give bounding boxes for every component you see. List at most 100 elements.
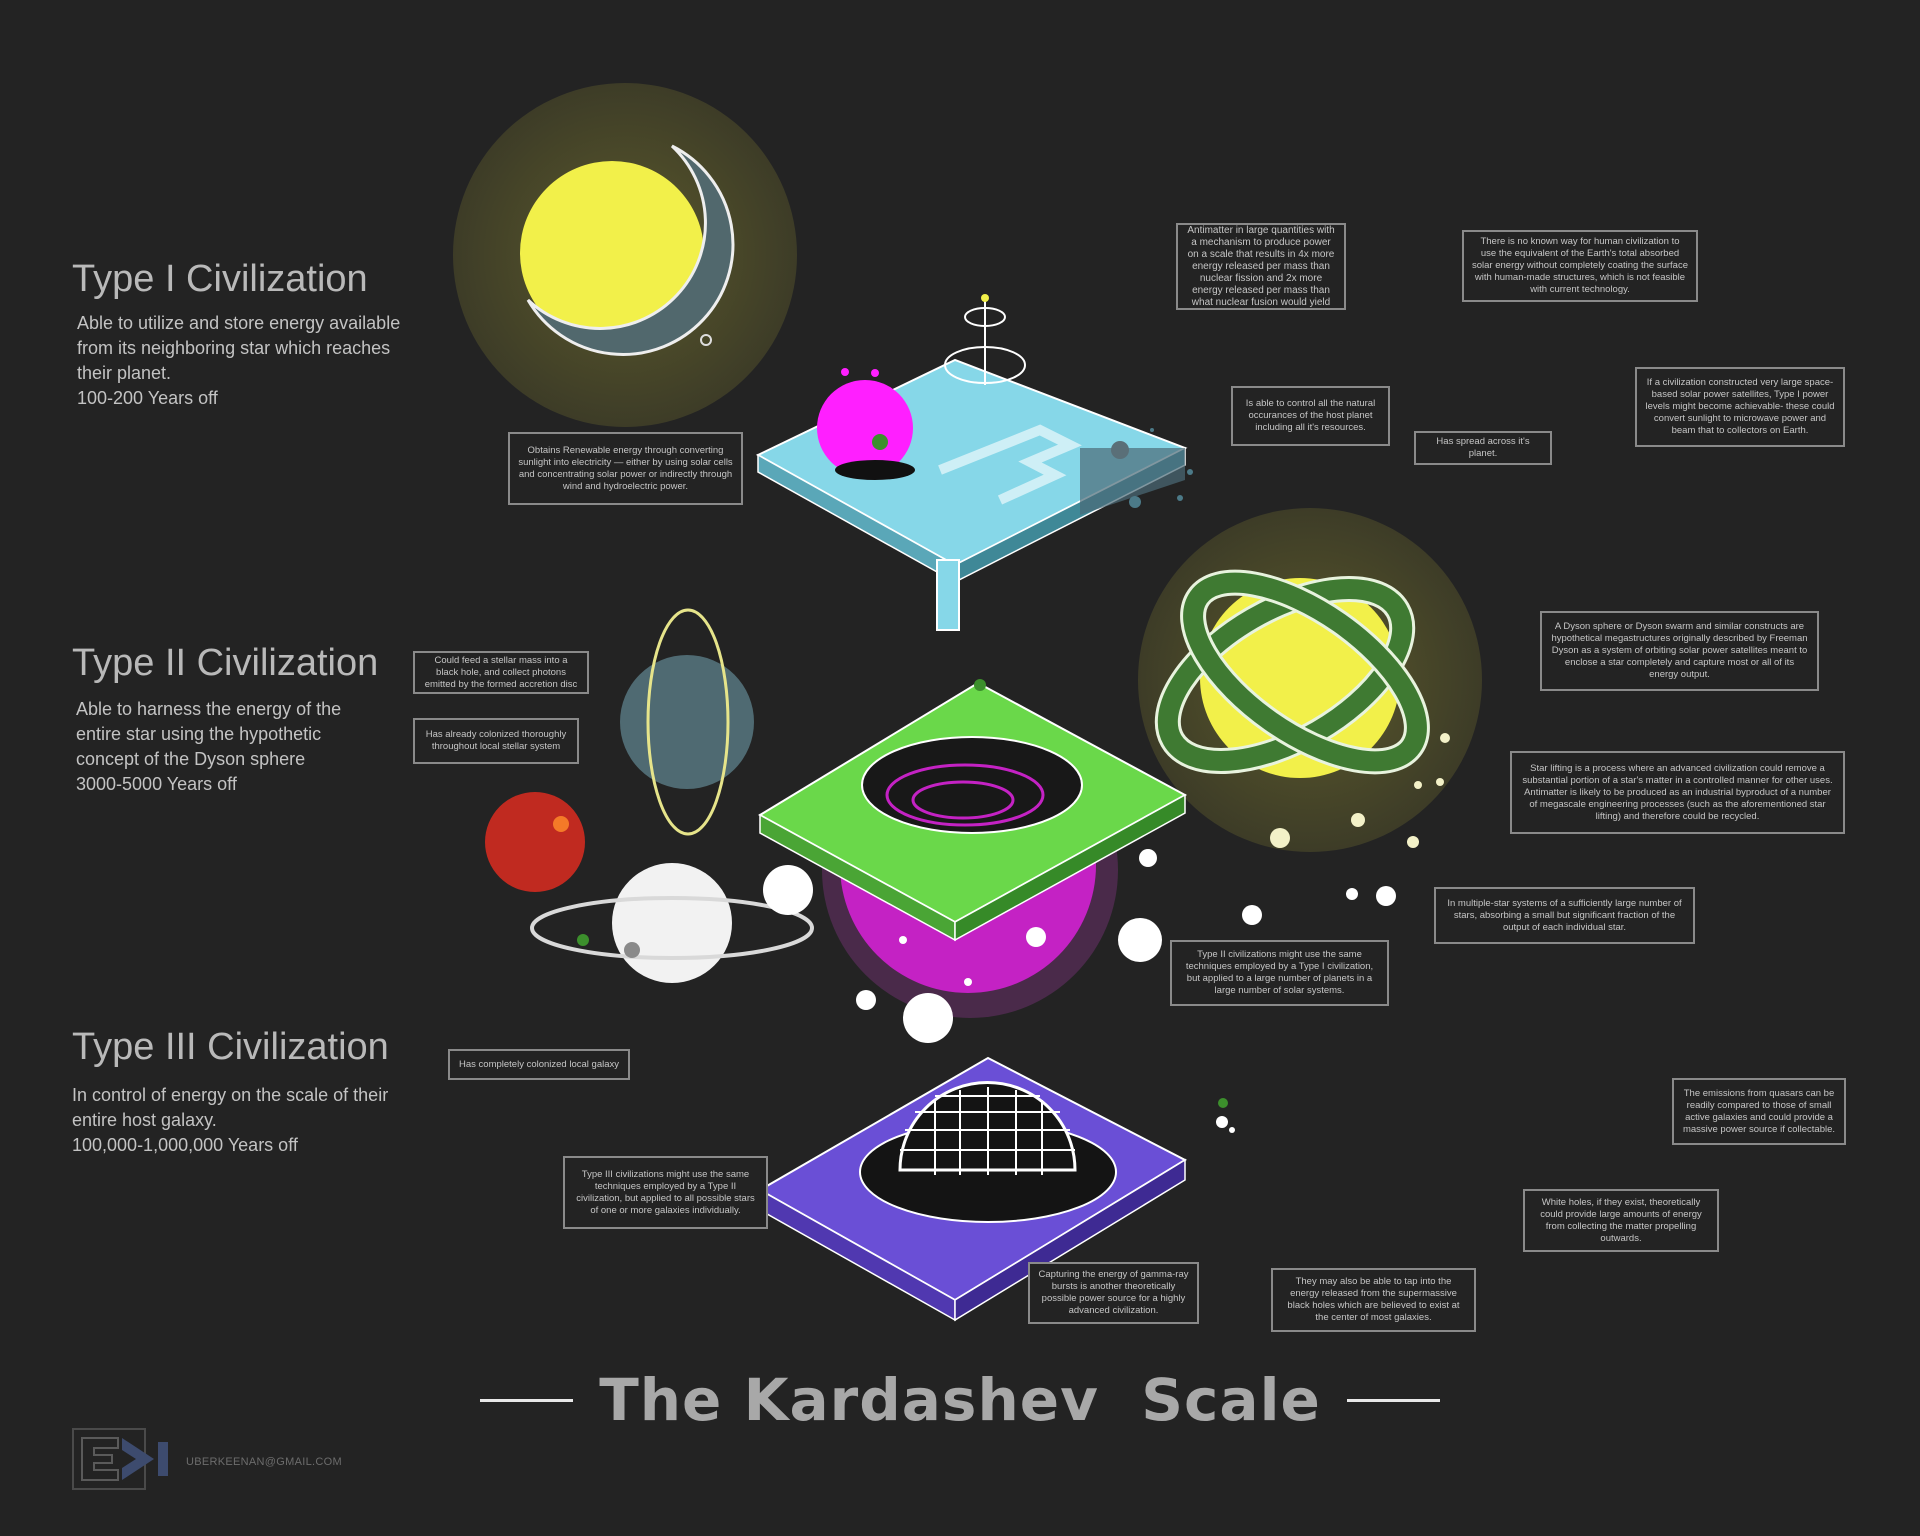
white-orb bbox=[1118, 918, 1162, 962]
note-control-natural: Is able to control all the natural occur… bbox=[1231, 386, 1390, 446]
white-orb bbox=[763, 865, 813, 915]
type1-sphere-shadow bbox=[835, 460, 915, 480]
type3-globe-grid bbox=[900, 1087, 1075, 1175]
type1-floating-orb bbox=[1111, 441, 1129, 459]
white-orb bbox=[899, 936, 907, 944]
red-planet bbox=[485, 792, 585, 892]
white-planet-ring bbox=[530, 896, 814, 960]
type1-floating-orb bbox=[1177, 495, 1183, 501]
type2-description: Able to harness the energy of the entire… bbox=[76, 697, 382, 797]
dyson-satellite bbox=[1351, 813, 1365, 827]
type1-magenta-dot bbox=[871, 369, 879, 377]
moon-crescent bbox=[526, 144, 735, 356]
note-black-hole: Could feed a stellar mass into a black h… bbox=[413, 651, 589, 694]
white-planet-crater bbox=[624, 942, 640, 958]
type3-timeline: 100,000-1,000,000 Years off bbox=[72, 1135, 298, 1155]
type1-capsule bbox=[872, 434, 888, 450]
type1-magenta-dot bbox=[841, 368, 849, 376]
type1-description: Able to utilize and store energy availab… bbox=[77, 311, 402, 411]
white-orb bbox=[1376, 886, 1396, 906]
type1-tower-beacon bbox=[981, 294, 989, 302]
type1-timeline: 100-200 Years off bbox=[77, 388, 218, 408]
note-colonized-galaxy: Has completely colonized local galaxy bbox=[448, 1049, 630, 1080]
ring-capsule bbox=[577, 934, 589, 946]
note-no-known-way: There is no known way for human civiliza… bbox=[1462, 230, 1698, 302]
white-orb bbox=[1139, 849, 1157, 867]
title-bar: The Kardashev Scale bbox=[480, 1365, 1440, 1435]
note-quasars: The emissions from quasars can be readil… bbox=[1672, 1078, 1846, 1145]
type1-heading: Type I Civilization bbox=[72, 258, 368, 300]
type1-floating-orb bbox=[1150, 428, 1154, 432]
type3-description: In control of energy on the scale of the… bbox=[72, 1083, 392, 1158]
white-orb bbox=[856, 990, 876, 1010]
type3-platform-right-face bbox=[954, 1158, 1186, 1322]
logo-icon bbox=[72, 1428, 168, 1490]
type1-sun-moon bbox=[453, 83, 797, 427]
white-orbs bbox=[763, 849, 1396, 1043]
white-orb bbox=[964, 978, 972, 986]
white-orb bbox=[1026, 927, 1046, 947]
note-satellites: If a civilization constructed very large… bbox=[1635, 367, 1845, 447]
title-line-right bbox=[1346, 1398, 1440, 1402]
type1-glass-wing bbox=[1080, 448, 1185, 515]
type3-capsule bbox=[1218, 1098, 1228, 1108]
type1-section: Type I Civilization Able to utilize and … bbox=[72, 258, 402, 411]
note-dyson: A Dyson sphere or Dyson swarm and simila… bbox=[1540, 611, 1819, 691]
dyson-ring-1 bbox=[1157, 579, 1413, 771]
note-colonized-stellar: Has already colonized thoroughly through… bbox=[413, 718, 579, 764]
moon-tip-marker bbox=[700, 334, 712, 346]
type1-floating-orb bbox=[1187, 469, 1193, 475]
accretion-ring-outer bbox=[885, 763, 1045, 827]
note-white-holes: White holes, if they exist, theoreticall… bbox=[1523, 1189, 1719, 1252]
type2-description-text: Able to harness the energy of the entire… bbox=[76, 699, 342, 769]
slate-planet-ring bbox=[646, 608, 730, 836]
white-orb bbox=[1242, 905, 1262, 925]
type2-capsule bbox=[974, 679, 986, 691]
type2-platform-right-face bbox=[954, 793, 1186, 942]
note-supermassive: They may also be able to tap into the en… bbox=[1271, 1268, 1476, 1332]
note-type2-techniques: Type II civilizations might use the same… bbox=[1170, 940, 1389, 1006]
white-orb bbox=[903, 993, 953, 1043]
type2-heading: Type II Civilization bbox=[72, 642, 379, 684]
type3-platform bbox=[757, 1056, 1235, 1322]
red-planet-spot bbox=[553, 816, 569, 832]
type1-magenta-sphere bbox=[817, 380, 913, 476]
type1-pillar bbox=[936, 559, 960, 631]
note-multi-star: In multiple-star systems of a sufficient… bbox=[1434, 887, 1695, 944]
sun-disc bbox=[520, 161, 704, 345]
footer-email: UBERKEENAN@GMAIL.COM bbox=[186, 1456, 342, 1468]
note-spread-planet: Has spread across it's planet. bbox=[1414, 431, 1552, 465]
type1-floating-orb bbox=[1129, 496, 1141, 508]
white-planet bbox=[612, 863, 732, 983]
note-type3-techniques: Type III civilizations might use the sam… bbox=[563, 1156, 768, 1229]
type2-planets bbox=[485, 608, 814, 983]
accretion-ring-inner bbox=[911, 780, 1015, 820]
title-line-left bbox=[480, 1398, 574, 1402]
type3-debris bbox=[1229, 1127, 1235, 1133]
type1-platform bbox=[755, 294, 1193, 631]
dyson-satellite bbox=[1436, 778, 1444, 786]
page-title: The Kardashev Scale bbox=[599, 1366, 1321, 1434]
type1-road bbox=[938, 424, 1082, 505]
type3-debris bbox=[1216, 1116, 1228, 1128]
note-antimatter: Antimatter in large quantities with a me… bbox=[1176, 223, 1346, 310]
note-star-lifting: Star lifting is a process where an advan… bbox=[1510, 751, 1845, 834]
type3-description-text: In control of energy on the scale of the… bbox=[72, 1085, 389, 1130]
type3-heading: Type III Civilization bbox=[72, 1026, 389, 1068]
dyson-satellite bbox=[1270, 828, 1290, 848]
type2-timeline: 3000-5000 Years off bbox=[76, 774, 237, 794]
note-gamma: Capturing the energy of gamma-ray bursts… bbox=[1028, 1262, 1199, 1324]
type1-description-text: Able to utilize and store energy availab… bbox=[77, 313, 401, 383]
type2-platform bbox=[757, 679, 1188, 1018]
slate-planet bbox=[620, 655, 754, 789]
type2-section: Type II Civilization Able to harness the… bbox=[72, 642, 382, 797]
dyson-satellite bbox=[1414, 781, 1422, 789]
dyson-satellite bbox=[1407, 836, 1419, 848]
type3-section: Type III Civilization In control of ener… bbox=[72, 1026, 392, 1158]
type2-dyson-sphere bbox=[1138, 508, 1482, 852]
white-orb bbox=[1346, 888, 1358, 900]
dyson-satellite bbox=[1440, 733, 1450, 743]
dyson-ring-2 bbox=[1183, 572, 1427, 772]
note-renewable: Obtains Renewable energy through convert… bbox=[508, 432, 743, 505]
